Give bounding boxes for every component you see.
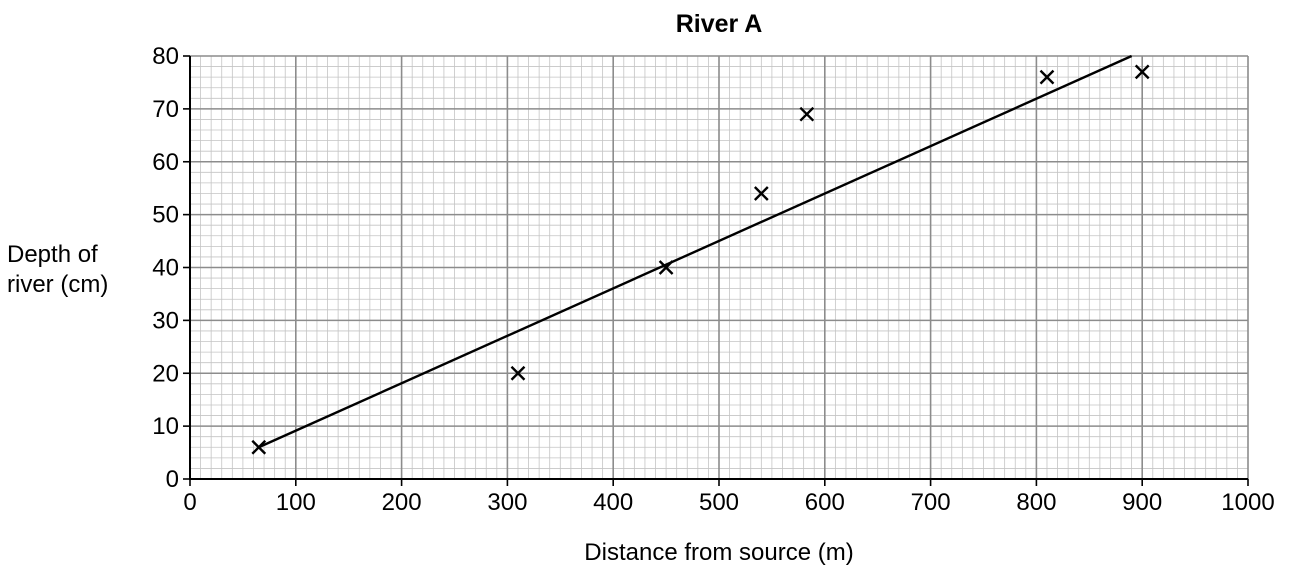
y-axis-label-line-1: Depth of <box>7 241 98 268</box>
x-axis-label: Distance from source (m) <box>584 539 853 566</box>
x-tick-label: 300 <box>487 489 527 516</box>
y-tick-label: 10 <box>152 413 179 440</box>
best-fit-line-group <box>258 54 1133 449</box>
x-tick-label: 0 <box>183 489 196 516</box>
data-point-marker <box>510 365 526 381</box>
y-tick-label: 20 <box>152 360 179 387</box>
x-tick-label: 800 <box>1016 489 1056 516</box>
data-point-marker <box>251 439 267 455</box>
chart-title: River A <box>676 10 763 38</box>
y-tick-label: 50 <box>152 202 179 229</box>
x-tick-label: 700 <box>911 489 951 516</box>
x-tick-label: 900 <box>1122 489 1162 516</box>
data-point-marker <box>753 186 769 201</box>
x-tick-label: 600 <box>805 489 845 516</box>
y-tick-label: 60 <box>152 149 179 176</box>
x-tick-label: 1000 <box>1221 489 1274 516</box>
y-tick-label: 0 <box>166 466 179 493</box>
data-point-marker <box>799 106 815 122</box>
y-tick-label: 80 <box>152 43 179 70</box>
y-tick-label: 30 <box>152 307 179 334</box>
x-tick-labels: 0 100 200 300 400 500 600 700 800 900 1000 <box>183 489 1274 516</box>
x-tick-label: 100 <box>276 489 316 516</box>
data-point-marker <box>658 260 674 275</box>
x-tick-label: 400 <box>593 489 633 516</box>
data-points <box>251 64 1150 455</box>
y-tick-labels: 0 10 20 30 40 50 60 70 80 <box>152 43 179 493</box>
y-axis-label-line-2: river (cm) <box>7 271 108 298</box>
best-fit-line <box>258 54 1133 449</box>
y-tick-label: 70 <box>152 96 179 123</box>
x-tick-label: 500 <box>699 489 739 516</box>
x-tick-label: 200 <box>382 489 422 516</box>
grid <box>189 55 1249 480</box>
data-point-marker <box>1039 69 1055 85</box>
data-point-marker <box>1134 64 1150 80</box>
y-tick-label: 40 <box>152 255 179 282</box>
axes <box>183 55 1249 486</box>
